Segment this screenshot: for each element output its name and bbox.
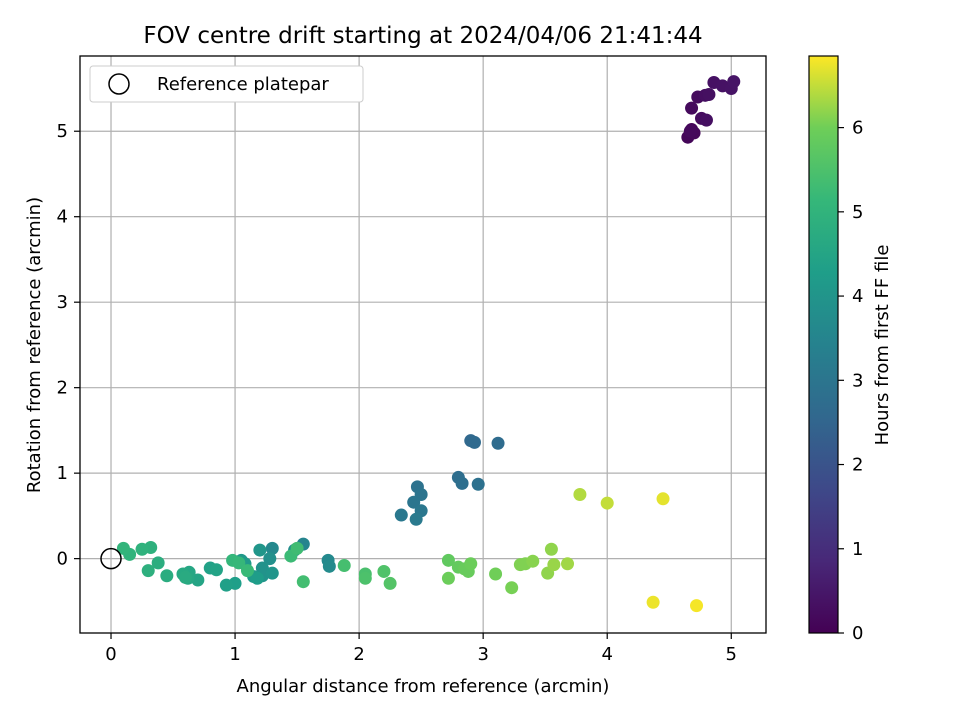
colorbar-tick-label: 4 [852,286,863,307]
data-point [455,476,469,490]
data-point [683,124,697,138]
plot-frame [79,55,767,634]
data-point [116,541,130,555]
colorbar-tick-label: 2 [852,455,863,476]
data-point [296,575,310,589]
data-point [646,595,660,609]
x-axis-label: Angular distance from reference (arcmin) [237,676,610,697]
legend-box [89,65,364,103]
y-axis-ticks: 0 1 2 3 4 5 [57,121,80,570]
data-point [358,571,372,585]
colorbar-tick-label: 1 [852,539,863,560]
colorbar-tick-label: 0 [852,623,863,644]
data-point [265,541,279,555]
data-point [491,436,505,450]
y-tick-label: 5 [57,121,68,142]
data-point [464,557,478,571]
data-point [561,557,575,571]
data-point [685,101,699,115]
data-point [250,571,264,585]
legend-marker-icon [108,73,130,95]
data-point [337,558,351,572]
y-tick-label: 2 [57,378,68,399]
data-point [600,496,614,510]
data-point [383,576,397,590]
y-tick-label: 3 [57,292,68,313]
colorbar [808,55,839,634]
data-point [407,495,421,509]
data-point [253,543,267,557]
data-point [409,512,423,526]
data-point [141,564,155,578]
x-tick-label: 5 [726,644,737,665]
colorbar-tick-label: 3 [852,370,863,391]
x-tick-label: 1 [229,644,240,665]
y-tick-label: 4 [57,207,68,228]
x-tick-label: 3 [477,644,488,665]
data-point [471,477,485,491]
x-axis-ticks: 0 1 2 3 4 5 [105,633,737,665]
data-point [441,553,455,567]
data-point [526,554,540,568]
data-point [232,556,246,570]
colorbar-ticks: 0 1 2 3 4 5 6 [838,118,863,644]
y-tick-label: 1 [57,463,68,484]
chart-title: FOV centre drift starting at 2024/04/06 … [143,23,702,49]
data-point [322,559,336,573]
data-points [100,75,741,613]
y-tick-label: 0 [57,549,68,570]
legend-label: Reference platepar [157,74,329,95]
data-point [702,87,716,101]
data-point [544,542,558,556]
x-tick-label: 0 [105,644,116,665]
data-point [219,578,233,592]
data-point [178,570,192,584]
data-point [441,571,455,585]
colorbar-tick-label: 6 [852,118,863,139]
data-point [699,113,713,127]
colorbar-label: Hours from first FF file [872,245,893,446]
data-point [573,488,587,502]
y-axis-label: Rotation from reference (arcmin) [24,197,45,493]
data-point [377,564,391,578]
x-tick-label: 2 [353,644,364,665]
data-point [489,567,503,581]
x-tick-label: 4 [601,644,612,665]
legend: Reference platepar [89,65,364,103]
data-point [505,581,519,595]
data-point [467,435,481,449]
data-point [690,599,704,613]
data-point [656,492,670,506]
data-point [240,564,254,578]
reference-platepar-marker [100,547,122,570]
data-point [160,569,174,583]
data-point [727,75,741,89]
data-point [191,573,205,587]
data-point [151,556,165,570]
grid-lines [80,56,766,633]
data-point [135,542,149,556]
data-point [290,541,304,555]
data-point [263,552,277,566]
colorbar-tick-label: 5 [852,202,863,223]
data-point [394,508,408,522]
data-point [265,566,279,580]
data-point [547,558,561,572]
data-point [209,563,223,577]
